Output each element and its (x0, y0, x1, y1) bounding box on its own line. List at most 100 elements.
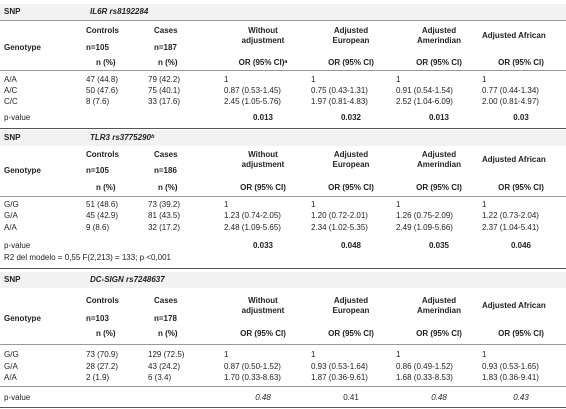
pvalue-cell: 0.48 (255, 393, 271, 402)
or-cell: 2.52 (1.04-6.09) (396, 97, 453, 106)
controls-header: Controls (86, 296, 119, 305)
or-cell: 1.22 (0.73-2.04) (482, 211, 539, 220)
section-header-bar (0, 130, 566, 146)
cases-header: Cases (154, 296, 178, 305)
or-header: OR (95% CI) (416, 183, 462, 192)
section-tlr3: SNP TLR3 rs3775290ᵇ Controls Cases Witho… (0, 130, 566, 270)
controls-npct: n (%) (96, 329, 116, 338)
genotype-cell: G/G (4, 200, 19, 209)
col-african-header: Adjusted African (482, 31, 546, 40)
section-header-bar (0, 4, 566, 20)
or-cell: 1.68 (0.33-8.53) (396, 373, 453, 382)
cases-cell: 129 (72.5) (148, 350, 185, 359)
or-cell: 1.23 (0.74-2.05) (224, 211, 281, 220)
pvalue-label: p-value (4, 113, 31, 122)
or-cell: 0.86 (0.49-1.52) (396, 362, 453, 371)
genotype-header: Genotype (4, 166, 41, 175)
col-amerindian-header: Adjusted Amerindian (416, 26, 461, 45)
genotype-cell: G/A (4, 362, 18, 371)
or-header: OR (95% CI) (498, 329, 544, 338)
cases-header: Cases (154, 26, 178, 35)
or-cell: 1.97 (0.81-4.83) (311, 97, 368, 106)
or-cell: 1 (311, 75, 316, 84)
or-header: OR (95% CI) (328, 58, 374, 67)
snp-label: SNP (4, 7, 21, 16)
col-without-header: Without adjustment (241, 296, 285, 315)
cases-n: n=186 (154, 166, 177, 175)
controls-cell: 50 (47.6) (86, 86, 119, 95)
cases-npct: n (%) (158, 183, 178, 192)
cases-cell: 33 (17.6) (148, 97, 181, 106)
cases-cell: 32 (17.2) (148, 223, 181, 232)
or-cell: 2.49 (1.09-5.66) (396, 223, 453, 232)
controls-cell: 73 (70.9) (86, 350, 119, 359)
controls-n: n=105 (86, 166, 109, 175)
col-african-header: Adjusted African (482, 301, 546, 310)
genotype-cell: G/G (4, 350, 19, 359)
controls-npct: n (%) (96, 58, 116, 67)
or-cell: 1.83 (0.36-9.41) (482, 373, 539, 382)
cases-n: n=187 (154, 43, 177, 52)
or-header: OR (95% CI) (416, 329, 462, 338)
model-note: R2 del modelo = 0,55 F(2,213) = 133; p <… (4, 253, 172, 262)
controls-cell: 8 (7.6) (86, 97, 110, 106)
pvalue-cell: 0.013 (252, 113, 274, 122)
or-cell: 1 (311, 200, 316, 209)
or-cell: 1 (224, 75, 229, 84)
or-cell: 2.00 (0.81-4.97) (482, 97, 539, 106)
pvalue-cell: 0.048 (340, 241, 362, 250)
col-european-header: Adjusted European (332, 296, 370, 315)
or-cell: 2.34 (1.02-5.35) (311, 223, 368, 232)
or-cell: 2.37 (1.04-5.41) (482, 223, 539, 232)
section-il6r: SNP IL6R rs8192284 Controls Cases Withou… (0, 0, 566, 130)
pvalue-label: p-value (4, 241, 31, 250)
col-without-header: Without adjustment (241, 26, 285, 45)
or-header: OR (95% CI) (240, 329, 286, 338)
controls-cell: 51 (48.6) (86, 200, 119, 209)
controls-cell: 9 (8.6) (86, 223, 110, 232)
or-cell: 0.87 (0.50-1.52) (224, 362, 281, 371)
col-european-header: Adjusted European (332, 26, 370, 45)
or-cell: 0.75 (0.43-1.31) (311, 86, 368, 95)
controls-header: Controls (86, 150, 119, 159)
genotype-header: Genotype (4, 43, 41, 52)
pvalue-cell: 0.013 (428, 113, 450, 122)
controls-n: n=105 (86, 43, 109, 52)
or-cell: 0.93 (0.53-1.65) (482, 362, 539, 371)
or-header: OR (95% CI) (328, 329, 374, 338)
snp-label: SNP (4, 275, 21, 284)
or-cell: 1 (482, 350, 487, 359)
genotype-cell: A/A (4, 373, 17, 382)
controls-npct: n (%) (96, 183, 116, 192)
cases-npct: n (%) (158, 58, 178, 67)
pvalue-cell: 0.032 (340, 113, 362, 122)
genotype-cell: A/A (4, 223, 17, 232)
cases-cell: 81 (43.5) (148, 211, 181, 220)
col-amerindian-header: Adjusted Amerindian (416, 296, 461, 315)
col-amerindian-header: Adjusted Amerindian (416, 150, 461, 169)
cases-cell: 75 (40.1) (148, 86, 181, 95)
or-header: OR (95% CI) (416, 58, 462, 67)
controls-cell: 2 (1.9) (86, 373, 110, 382)
pvalue-cell: 0.03 (513, 113, 529, 122)
pvalue-cell: 0.035 (428, 241, 450, 250)
genotype-cell: A/C (4, 86, 18, 95)
col-without-header: Without adjustment (241, 150, 285, 169)
or-header: OR (95% CI) (498, 183, 544, 192)
or-header: OR (95% CI) (498, 58, 544, 67)
genotype-cell: A/A (4, 75, 17, 84)
cases-cell: 43 (24.2) (148, 362, 181, 371)
genotype-cell: G/A (4, 211, 18, 220)
or-cell: 1 (311, 350, 316, 359)
pvalue-cell: 0.48 (431, 393, 447, 402)
or-cell: 1.20 (0.72-2.01) (311, 211, 368, 220)
pvalue-cell: 0.41 (343, 393, 359, 402)
snp-name: IL6R rs8192284 (90, 7, 149, 16)
or-header: OR (95% CI)ᵃ (238, 58, 288, 67)
or-cell: 0.91 (0.54-1.54) (396, 86, 453, 95)
or-header: OR (95% CI) (328, 183, 374, 192)
or-cell: 1 (396, 75, 401, 84)
snp-name: DC-SIGN rs7248637 (90, 275, 165, 284)
or-cell: 0.93 (0.53-1.64) (311, 362, 368, 371)
